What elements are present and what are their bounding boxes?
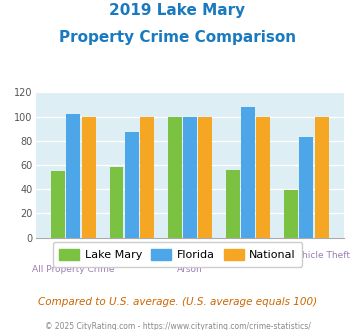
Bar: [109, 167, 124, 238]
Bar: [284, 190, 298, 238]
Bar: [198, 116, 212, 238]
Text: Arson: Arson: [177, 265, 203, 274]
Text: Larceny & Theft: Larceny & Theft: [212, 251, 284, 260]
Bar: [140, 116, 154, 238]
Bar: [241, 107, 255, 238]
Bar: [168, 116, 182, 238]
Bar: [51, 171, 65, 238]
Text: Compared to U.S. average. (U.S. average equals 100): Compared to U.S. average. (U.S. average …: [38, 297, 317, 307]
Bar: [226, 170, 240, 238]
Bar: [66, 114, 80, 238]
Bar: [315, 116, 329, 238]
Text: Motor Vehicle Theft: Motor Vehicle Theft: [262, 251, 350, 260]
Text: Burglary: Burglary: [113, 251, 151, 260]
Bar: [300, 137, 313, 238]
Text: 2019 Lake Mary: 2019 Lake Mary: [109, 3, 246, 18]
Legend: Lake Mary, Florida, National: Lake Mary, Florida, National: [53, 242, 302, 267]
Bar: [82, 116, 95, 238]
Bar: [256, 116, 271, 238]
Bar: [183, 116, 197, 238]
Bar: [125, 132, 139, 238]
Text: © 2025 CityRating.com - https://www.cityrating.com/crime-statistics/: © 2025 CityRating.com - https://www.city…: [45, 322, 310, 330]
Text: Property Crime Comparison: Property Crime Comparison: [59, 30, 296, 45]
Text: All Property Crime: All Property Crime: [32, 265, 115, 274]
